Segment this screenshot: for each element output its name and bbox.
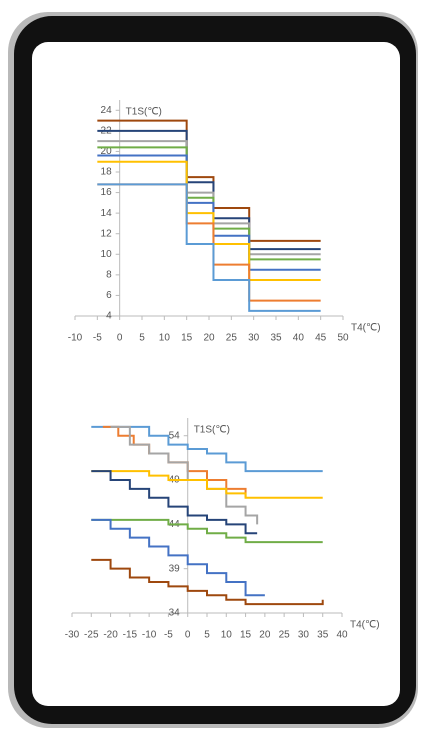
- y-axis-title: T1S(℃): [126, 107, 162, 118]
- x-tick-label: 50: [337, 333, 349, 344]
- y-tick-label: 10: [101, 249, 113, 260]
- y-tick-label: 18: [101, 167, 113, 178]
- data-line: [91, 558, 324, 606]
- y-tick-label: 8: [106, 269, 112, 280]
- x-tick-label: -20: [103, 630, 118, 641]
- x-tick-label: -30: [65, 630, 80, 641]
- y-tick-label: 12: [101, 228, 113, 239]
- x-tick-label: -15: [123, 630, 138, 641]
- x-axis-title: T4(℃): [351, 323, 381, 334]
- y-tick-label: 4: [106, 311, 112, 322]
- x-tick-label: -10: [142, 630, 157, 641]
- x-tick-label: 20: [259, 630, 271, 641]
- x-tick-label: 15: [240, 630, 252, 641]
- x-tick-label: 35: [270, 333, 282, 344]
- x-tick-label: 0: [185, 630, 191, 641]
- data-line: [97, 183, 321, 312]
- x-tick-label: -5: [93, 333, 102, 344]
- x-tick-label: 45: [315, 333, 327, 344]
- data-line: [91, 518, 265, 597]
- x-tick-label: 15: [181, 333, 193, 344]
- x-tick-label: -25: [84, 630, 99, 641]
- y-tick-label: 39: [169, 563, 181, 574]
- x-tick-label: 10: [221, 630, 233, 641]
- x-tick-label: 30: [248, 333, 260, 344]
- y-tick-label: 34: [169, 608, 181, 619]
- x-tick-label: 10: [159, 333, 171, 344]
- x-tick-label: 40: [336, 630, 348, 641]
- x-tick-label: 30: [298, 630, 310, 641]
- y-tick-label: 20: [101, 146, 113, 157]
- y-axis-title: T1S(℃): [194, 425, 230, 436]
- y-tick-label: 16: [101, 187, 113, 198]
- x-tick-label: 40: [293, 333, 305, 344]
- y-tick-label: 14: [101, 208, 113, 219]
- x-tick-label: 25: [226, 333, 238, 344]
- y-tick-label: 54: [169, 430, 181, 441]
- tablet-screen: [32, 42, 400, 706]
- data-line: [91, 470, 323, 499]
- x-tick-label: -10: [68, 333, 83, 344]
- data-line: [91, 470, 258, 535]
- x-tick-label: 0: [117, 333, 123, 344]
- x-tick-label: 20: [203, 333, 215, 344]
- x-tick-label: 35: [317, 630, 329, 641]
- x-tick-label: 5: [139, 333, 145, 344]
- x-tick-label: -5: [164, 630, 173, 641]
- x-tick-label: 25: [279, 630, 291, 641]
- y-tick-label: 24: [101, 105, 113, 116]
- x-tick-label: 5: [204, 630, 210, 641]
- y-tick-label: 6: [106, 290, 112, 301]
- data-line: [91, 518, 323, 544]
- x-axis-title: T4(℃): [350, 620, 380, 631]
- data-line: [91, 425, 323, 473]
